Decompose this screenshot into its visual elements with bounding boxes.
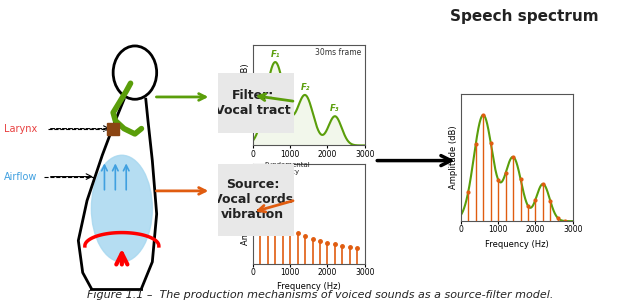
Y-axis label: Amplitude (dB): Amplitude (dB)	[241, 64, 250, 127]
Text: Speech spectrum: Speech spectrum	[451, 9, 599, 24]
Text: Airflow: Airflow	[4, 171, 38, 181]
Text: 30ms frame: 30ms frame	[315, 48, 362, 58]
Y-axis label: Amplitude (dB): Amplitude (dB)	[449, 126, 458, 189]
Text: F₂: F₂	[300, 83, 310, 92]
Ellipse shape	[92, 155, 152, 262]
Text: Larynx: Larynx	[4, 124, 38, 134]
Text: Fundamental
frequency: Fundamental frequency	[261, 161, 310, 176]
Text: F₁: F₁	[271, 50, 280, 59]
Y-axis label: Amplitude (dB): Amplitude (dB)	[241, 182, 250, 245]
X-axis label: Frequency (Hz): Frequency (Hz)	[277, 164, 340, 173]
Text: Figure 1.1 –  The production mechanisms of voiced sounds as a source-filter mode: Figure 1.1 – The production mechanisms o…	[87, 290, 553, 300]
Text: F₃: F₃	[330, 104, 340, 113]
Text: Source:
Vocal cords
vibration: Source: Vocal cords vibration	[212, 178, 293, 221]
X-axis label: Frequency (Hz): Frequency (Hz)	[485, 240, 548, 249]
X-axis label: Frequency (Hz): Frequency (Hz)	[277, 282, 340, 291]
Text: F₀: F₀	[250, 170, 260, 178]
Text: Filter:
Vocal tract: Filter: Vocal tract	[215, 89, 291, 117]
